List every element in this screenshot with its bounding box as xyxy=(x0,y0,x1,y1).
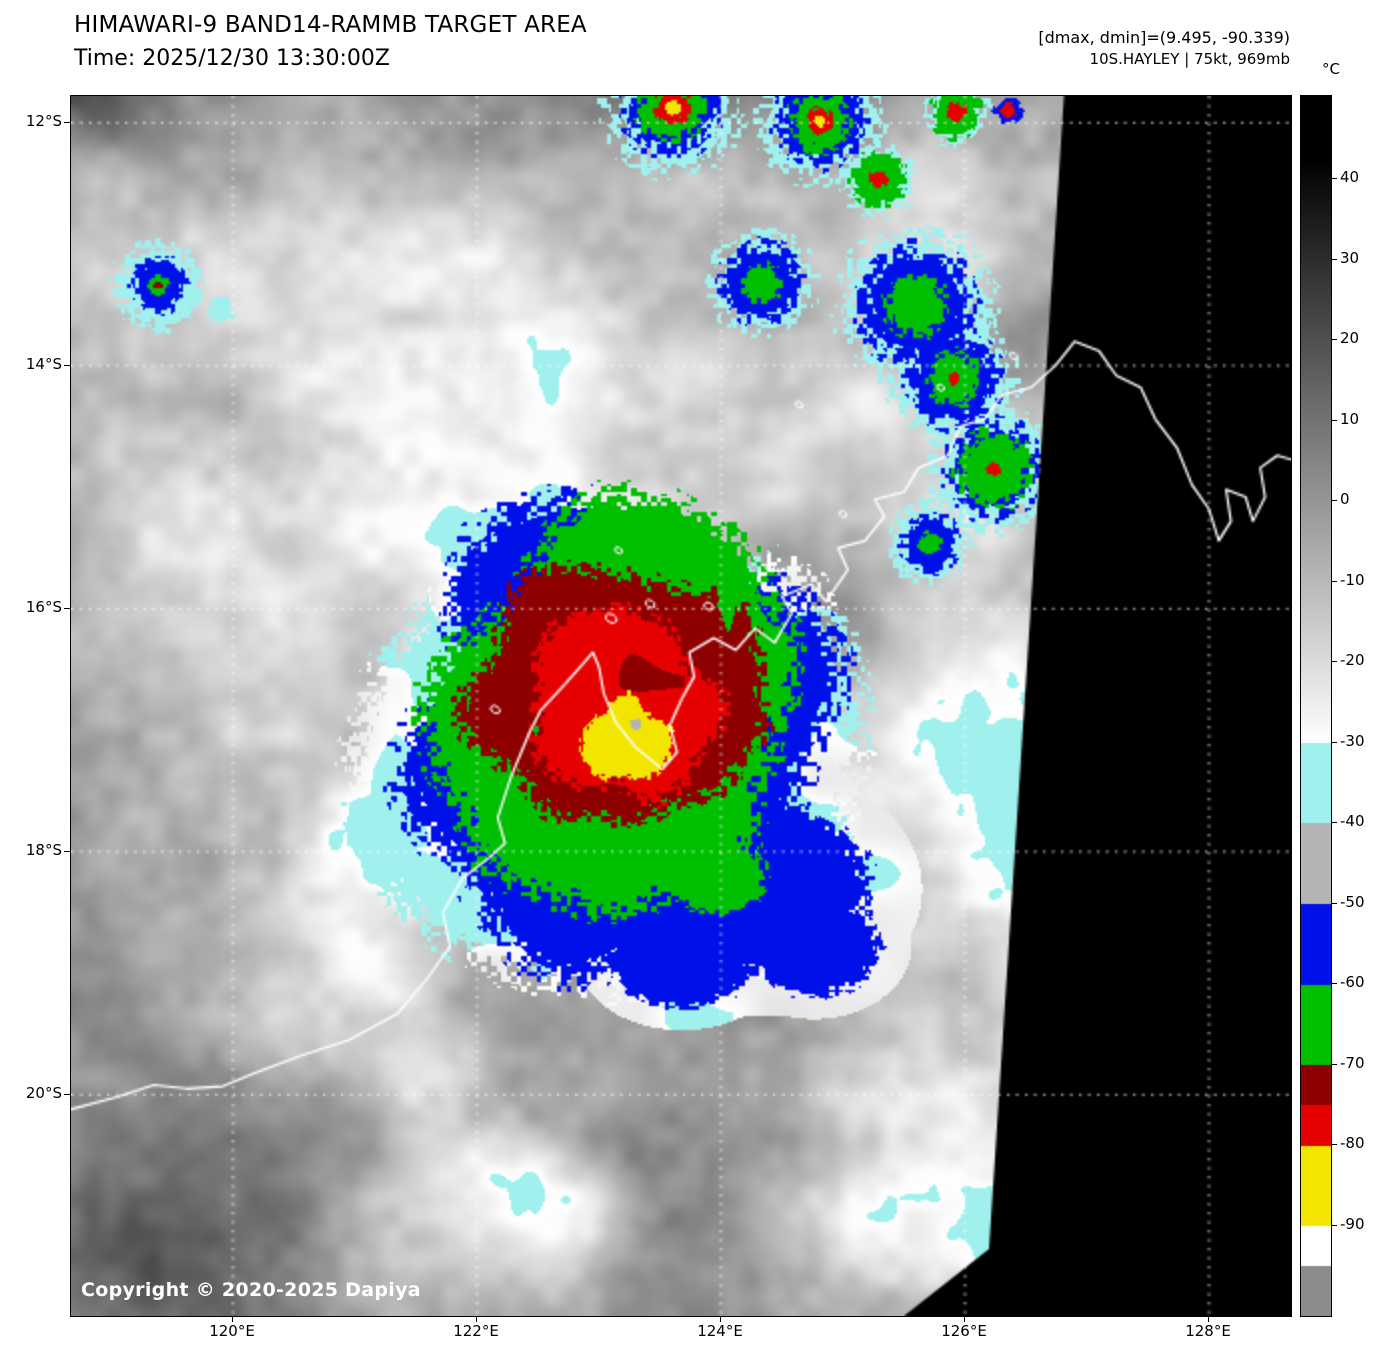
lat-tick-label: 14°S xyxy=(25,354,62,373)
colorbar-tick-label: -40 xyxy=(1340,812,1365,830)
lat-tick-mark xyxy=(64,850,70,852)
colorbar-tick-mark xyxy=(1332,580,1337,582)
colorbar-tick-mark xyxy=(1332,661,1337,662)
dmax-dmin-readout: [dmax, dmin]=(9.495, -90.339) xyxy=(1038,28,1290,47)
colorbar-tick-label: 40 xyxy=(1340,168,1360,186)
colorbar-tick-mark xyxy=(1332,741,1337,743)
lat-tick-label: 18°S xyxy=(25,840,62,859)
colorbar-tick-label: -90 xyxy=(1340,1214,1365,1233)
lat-tick-mark xyxy=(64,364,70,366)
lon-tick-mark xyxy=(232,1316,234,1322)
lon-tick-label: 124°E xyxy=(697,1322,743,1340)
colorbar-tick-label: -30 xyxy=(1340,731,1365,750)
colorbar-tick-label: 10 xyxy=(1340,409,1360,428)
colorbar-tick-label: -80 xyxy=(1340,1134,1365,1152)
colorbar-tick-label: -50 xyxy=(1340,892,1365,911)
colorbar-tick-label: 0 xyxy=(1340,490,1350,508)
lat-tick-label: 20°S xyxy=(25,1083,62,1102)
map-frame: Copyright © 2020-2025 Dapiya xyxy=(70,95,1292,1317)
colorbar-tick-label: 30 xyxy=(1340,248,1360,267)
figure-timestamp: Time: 2025/12/30 13:30:00Z xyxy=(74,46,390,71)
lon-tick-label: 128°E xyxy=(1185,1322,1231,1340)
figure-title: HIMAWARI-9 BAND14-RAMMB TARGET AREA xyxy=(74,12,587,38)
lat-tick-mark xyxy=(64,607,70,609)
colorbar-unit-label: °C xyxy=(1322,60,1340,78)
lon-tick-mark xyxy=(1208,1316,1210,1322)
colorbar-tick-mark xyxy=(1332,1063,1337,1065)
lat-tick-mark xyxy=(64,121,70,123)
colorbar-canvas xyxy=(1301,96,1331,1316)
colorbar-tick-mark xyxy=(1332,983,1337,984)
lat-tick-label: 12°S xyxy=(25,111,62,130)
colorbar-tick-mark xyxy=(1332,178,1337,179)
lon-tick-mark xyxy=(964,1316,966,1322)
colorbar-tick-label: -10 xyxy=(1340,570,1365,589)
colorbar-tick-mark xyxy=(1332,258,1337,260)
lon-tick-label: 126°E xyxy=(941,1322,987,1340)
storm-info: 10S.HAYLEY | 75kt, 969mb xyxy=(1089,50,1290,68)
colorbar-tick-label: 20 xyxy=(1340,329,1360,347)
colorbar xyxy=(1300,95,1332,1317)
lon-tick-mark xyxy=(720,1316,722,1322)
lon-tick-mark xyxy=(476,1316,478,1322)
copyright-label: Copyright © 2020-2025 Dapiya xyxy=(81,1279,421,1301)
lon-tick-label: 122°E xyxy=(453,1322,499,1340)
colorbar-tick-label: -70 xyxy=(1340,1053,1365,1072)
colorbar-tick-mark xyxy=(1332,339,1337,340)
colorbar-tick-mark xyxy=(1332,500,1337,501)
colorbar-tick-label: -20 xyxy=(1340,651,1365,669)
header-right-block: [dmax, dmin]=(9.495, -90.339) 10S.HAYLEY… xyxy=(1038,28,1290,68)
colorbar-tick-mark xyxy=(1332,1144,1337,1145)
lon-tick-label: 120°E xyxy=(209,1322,255,1340)
colorbar-tick-mark xyxy=(1332,1224,1337,1226)
lat-tick-label: 16°S xyxy=(25,597,62,616)
colorbar-tick-label: -60 xyxy=(1340,973,1365,991)
colorbar-tick-mark xyxy=(1332,822,1337,823)
lat-tick-mark xyxy=(64,1093,70,1095)
satellite-image-canvas xyxy=(71,96,1291,1316)
colorbar-tick-mark xyxy=(1332,419,1337,421)
colorbar-tick-mark xyxy=(1332,902,1337,904)
